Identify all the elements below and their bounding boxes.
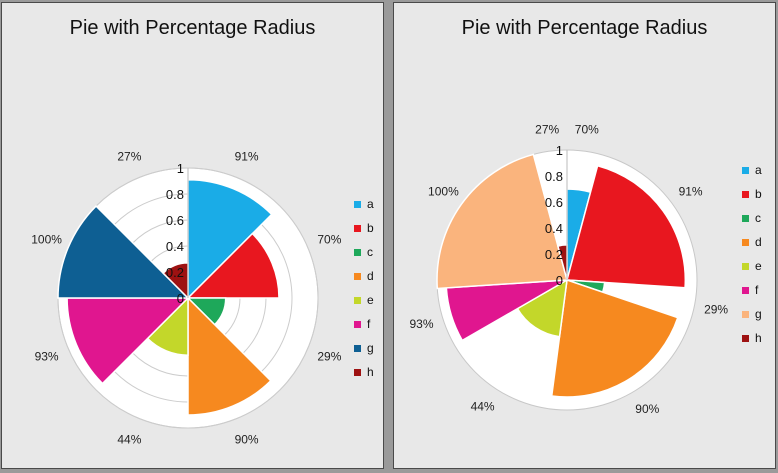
legend-swatch-b [742,191,749,198]
legend-swatch-d [742,239,749,246]
radial-tick-label: 0.4 [545,221,563,236]
legend-label-c: c [367,245,373,259]
legend-swatch-e [742,263,749,270]
radius-label-h: 27% [117,150,141,164]
chart-title: Pie with Percentage Radius [69,17,316,39]
radial-tick-label: 1 [556,143,563,158]
legend-label-e: e [367,293,374,307]
legend-label-a: a [755,163,762,177]
pie-slice-d [187,296,272,416]
pie-slice-b [566,164,687,289]
pie-slice-a [187,178,273,300]
radial-tick-label: 0.4 [166,239,184,254]
radius-label-a: 70% [575,122,599,136]
radial-tick-label: 0.2 [545,247,563,262]
radius-label-c: 29% [317,350,341,364]
legend-swatch-b [354,225,361,232]
legend-swatch-c [354,249,361,256]
radius-label-e: 44% [471,399,495,413]
legend-swatch-a [354,201,361,208]
legend-label-d: d [755,235,762,249]
radial-tick-label: 0.6 [166,213,184,228]
legend-label-g: g [367,341,374,355]
legend-swatch-e [354,297,361,304]
legend-label-b: b [367,221,374,235]
pie-slice-g [57,205,190,299]
radius-label-g: 100% [31,232,62,246]
radius-label-b: 70% [317,232,341,246]
radial-tick-label: 0 [556,273,563,288]
pie-slice-b [186,232,280,299]
chart-title: Pie with Percentage Radius [461,17,708,39]
pie-slice-g [436,153,568,290]
radius-label-f: 93% [409,317,433,331]
radius-label-a: 91% [235,150,259,164]
legend-swatch-f [742,287,749,294]
legend-swatch-h [742,335,749,342]
legend-swatch-c [742,215,749,222]
legend-label-h: h [755,331,762,345]
legend-swatch-g [354,345,361,352]
pie-slice-f [66,297,190,385]
radius-label-e: 44% [117,432,141,446]
legend-swatch-g [742,311,749,318]
radial-tick-label: 1 [177,161,184,176]
legend-label-h: h [367,365,374,379]
legend-label-f: f [367,317,371,331]
radius-label-h: 27% [535,122,559,136]
legend-label-f: f [755,283,759,297]
pie-chart-equal-angles: 0 0.2 0.4 0.6 0.8 1 91% 70% 29% 90% 44% 93% 100% 27% a… [31,150,374,447]
chart-panel-1: Pie with Percentage Radius 0 0.2 0.4 0.6 0.8… [1,2,384,469]
radial-tick-label: 0 [177,291,184,306]
radius-label-g: 100% [428,185,459,199]
legend-swatch-h [354,369,361,376]
radial-tick-label: 0.6 [545,195,563,210]
radial-tick-label: 0.8 [166,187,184,202]
radial-tick-label: 0.8 [545,169,563,184]
legend-label-g: g [755,307,762,321]
pie-chart-weighted-angles: 0 0.2 0.4 0.6 0.8 1 70% 91% 29% 90% 44% 93% 100% 27% a… [409,122,762,416]
radius-label-f: 93% [35,350,59,364]
radius-label-d: 90% [635,402,659,416]
legend-label-d: d [367,269,374,283]
legend-swatch-f [354,321,361,328]
legend-label-a: a [367,197,374,211]
legend-label-b: b [755,187,762,201]
legend-swatch-a [742,167,749,174]
chart-panel-2: Pie with Percentage Radius 0 0.2 0.4 0.6 0.8… [393,2,776,469]
radial-tick-label: 0.2 [166,265,184,280]
pie-slice-e [516,278,568,338]
radius-label-b: 91% [679,185,703,199]
pie-slice-d [550,278,679,398]
legend-swatch-d [354,273,361,280]
legend-label-e: e [755,259,762,273]
radius-label-c: 29% [704,303,728,317]
radius-label-d: 90% [235,432,259,446]
legend-label-c: c [755,211,761,225]
